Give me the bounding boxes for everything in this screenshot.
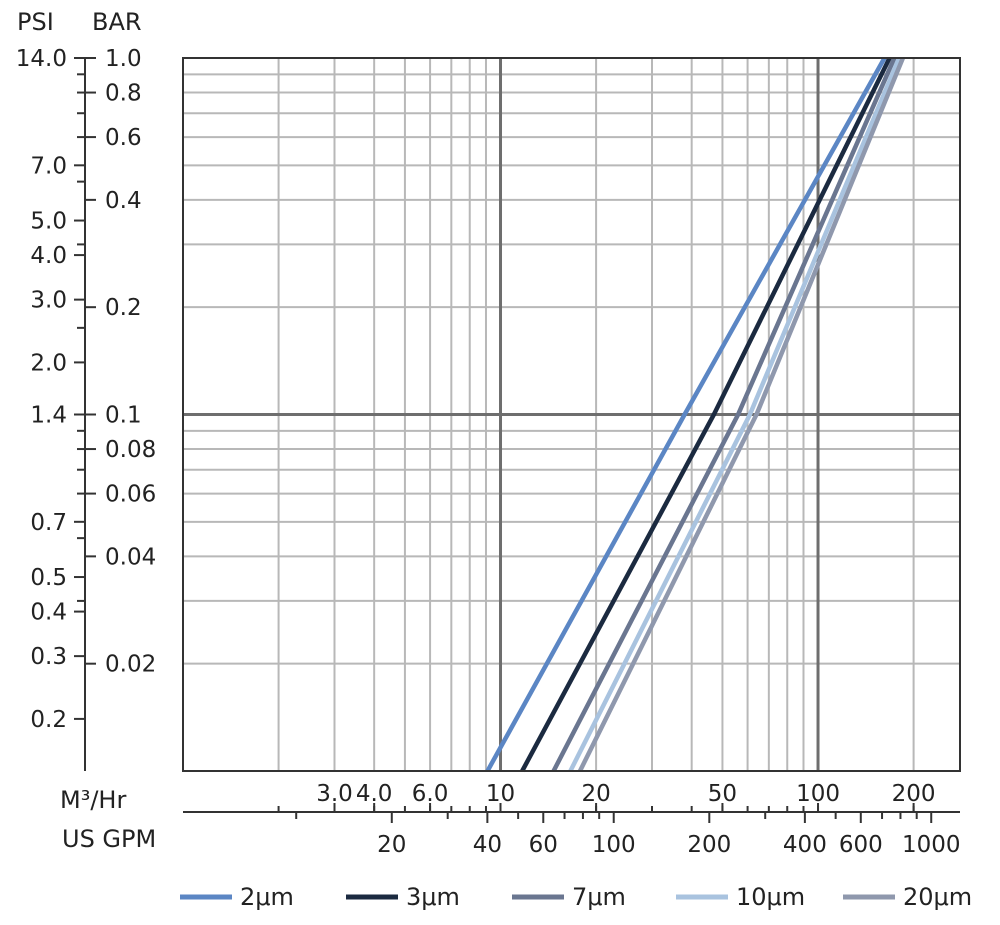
psi-tick-label: 4.0 xyxy=(30,243,67,269)
psi-tick-label: 0.2 xyxy=(30,707,67,733)
gpm-axis-title: US GPM xyxy=(62,825,156,853)
legend-label: 3μm xyxy=(406,883,460,911)
psi-tick-label: 7.0 xyxy=(30,153,67,179)
m3hr-tick-label: 200 xyxy=(892,781,936,807)
legend-item-20μm: 20μm xyxy=(843,883,972,911)
bar-tick-label: 1.0 xyxy=(105,46,142,72)
gpm-tick-label: 100 xyxy=(592,832,636,858)
series-line-20μm xyxy=(577,57,905,772)
psi-tick-label: 0.7 xyxy=(30,510,67,536)
grid xyxy=(183,58,960,771)
series-line-7μm xyxy=(551,57,897,773)
psi-tick-label: 3.0 xyxy=(30,288,67,314)
legend-label: 7μm xyxy=(572,883,626,911)
psi-tick-label: 2.0 xyxy=(30,350,67,376)
bar-tick-label: 0.1 xyxy=(105,403,142,429)
gpm-tick-label: 20 xyxy=(377,832,406,858)
legend-item-10μm: 10μm xyxy=(676,883,805,911)
bar-axis-title: BAR xyxy=(92,8,142,36)
legend: 2μm 3μm 7μm 10μm 20μm xyxy=(180,883,972,911)
legend-item-2μm: 2μm xyxy=(180,883,294,911)
bar-tick-label: 0.6 xyxy=(105,125,142,151)
psi-tick-label: 5.0 xyxy=(30,209,67,235)
psi-tick-label: 0.4 xyxy=(30,600,67,626)
gpm-tick-label: 40 xyxy=(473,832,502,858)
bar-tick-label: 0.04 xyxy=(105,544,156,570)
bar-tick-label: 0.2 xyxy=(105,295,142,321)
plot-frame xyxy=(182,57,961,772)
bar-tick-label: 0.06 xyxy=(105,482,156,508)
series-lines xyxy=(485,56,905,773)
series-line-3μm xyxy=(520,57,892,773)
gpm-tick-label: 60 xyxy=(529,832,558,858)
m3hr-axis-title: M³/Hr xyxy=(60,786,126,814)
legend-label: 2μm xyxy=(240,883,294,911)
m3hr-tick-label: 3.0 xyxy=(316,781,353,807)
m3hr-tick-label: 10 xyxy=(486,781,515,807)
psi-tick-label: 0.5 xyxy=(30,565,67,591)
left-axis: 14.0 7.0 5.0 4.0 3.0 2.0 1.4 0.7 0.5 0.4 0.3 0.2 1.0… xyxy=(16,46,156,771)
bar-tick-label: 0.4 xyxy=(105,188,142,214)
m3hr-tick-label: 4.0 xyxy=(356,781,393,807)
psi-tick-label: 14.0 xyxy=(16,46,67,72)
legend-item-7μm: 7μm xyxy=(512,883,626,911)
psi-axis-title: PSI xyxy=(17,8,54,36)
m3hr-tick-label: 100 xyxy=(796,781,840,807)
series-line-10μm xyxy=(568,57,902,773)
gpm-tick-label: 600 xyxy=(839,832,883,858)
legend-item-3μm: 3μm xyxy=(346,883,460,911)
m3hr-tick-label: 50 xyxy=(708,781,737,807)
legend-label: 10μm xyxy=(736,883,805,911)
gpm-tick-label: 400 xyxy=(783,832,827,858)
legend-label: 20μm xyxy=(903,883,972,911)
bar-tick-label: 0.08 xyxy=(105,437,156,463)
gpm-tick-label: 1000 xyxy=(902,832,961,858)
gpm-tick-label: 200 xyxy=(687,832,731,858)
bar-tick-label: 0.8 xyxy=(105,81,142,107)
series-line-2μm xyxy=(485,56,887,773)
m3hr-tick-label: 20 xyxy=(581,781,610,807)
psi-tick-label: 0.3 xyxy=(30,644,67,670)
bottom-axis: 3.0 4.0 6.0 10 20 50 100 200 20 40 60 100 200 400 600 1… xyxy=(183,781,961,858)
bar-tick-label: 0.02 xyxy=(105,652,156,678)
m3hr-tick-label: 6.0 xyxy=(412,781,449,807)
psi-tick-label: 1.4 xyxy=(30,403,67,429)
